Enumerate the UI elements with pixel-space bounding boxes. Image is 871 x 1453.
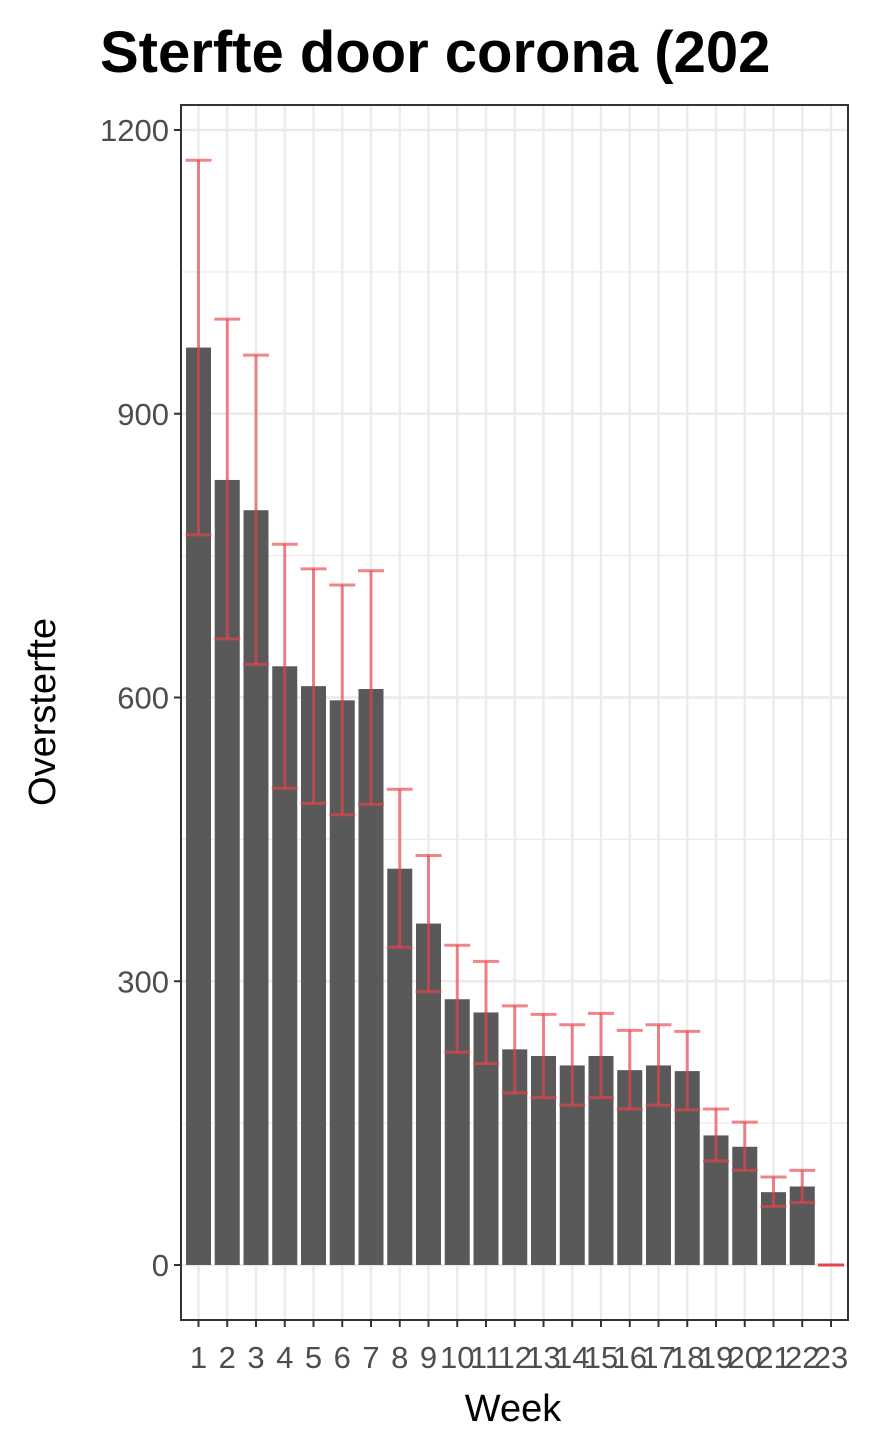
x-tick-label: 1 — [190, 1340, 207, 1375]
error-bar-week-4 — [271, 542, 298, 790]
error-bar-week-7 — [358, 569, 384, 806]
error-bar-week-20 — [731, 1120, 758, 1172]
y-tick-label: 300 — [117, 964, 169, 999]
x-tick-label: 16 — [613, 1340, 647, 1375]
y-tick-label: 900 — [117, 397, 169, 432]
x-tick-label: 20 — [728, 1340, 762, 1375]
x-tick-label: 2 — [219, 1340, 236, 1375]
error-bar-week-13 — [530, 1012, 557, 1100]
x-tick-label: 21 — [756, 1340, 790, 1375]
x-tick-label: 3 — [247, 1340, 264, 1375]
y-tick-label: 0 — [152, 1248, 169, 1283]
error-bar-week-19 — [703, 1107, 729, 1163]
error-bar-week-10 — [444, 943, 471, 1054]
x-tick-label: 14 — [555, 1340, 589, 1375]
error-bar-week-16 — [616, 1028, 643, 1111]
x-tick-label: 12 — [498, 1340, 532, 1375]
error-bar-week-22 — [789, 1168, 816, 1205]
x-tick-label: 9 — [420, 1340, 437, 1375]
error-bar-week-8 — [386, 787, 413, 949]
x-tick-label: 6 — [334, 1340, 351, 1375]
chart-title: Sterfte door corona (202 — [100, 20, 770, 85]
x-tick-label: 11 — [470, 1340, 502, 1375]
x-tick-label: 7 — [362, 1340, 379, 1375]
x-tick-label: 23 — [814, 1340, 848, 1375]
x-axis-title: Week — [465, 1388, 562, 1430]
x-tick-label: 4 — [276, 1340, 293, 1375]
y-tick-label: 600 — [117, 681, 169, 716]
x-tick-label: 5 — [305, 1340, 322, 1375]
error-bar-week-18 — [674, 1029, 701, 1112]
error-bar-week-15 — [588, 1011, 614, 1100]
error-bar-week-1 — [185, 158, 212, 537]
error-bar-week-6 — [329, 583, 356, 817]
error-bar-week-3 — [243, 353, 269, 666]
y-tick-label: 1200 — [100, 113, 169, 148]
x-tick-label: 19 — [699, 1340, 733, 1375]
y-axis: 0 300 600 900 1200 — [100, 113, 181, 1283]
y-axis-title: Oversterfte — [22, 618, 64, 806]
error-bar-week-21 — [760, 1175, 787, 1208]
x-tick-label: 17 — [641, 1340, 675, 1375]
x-tick-label: 15 — [584, 1340, 618, 1375]
x-tick-label: 8 — [391, 1340, 408, 1375]
error-bar-week-5 — [300, 567, 327, 805]
error-bar-week-2 — [214, 317, 241, 641]
error-bar-week-12 — [501, 1004, 528, 1095]
x-tick-label: 22 — [785, 1340, 819, 1375]
error-bar-week-11 — [473, 959, 499, 1066]
x-tick-label: 18 — [670, 1340, 704, 1375]
error-bar-week-14 — [559, 1023, 586, 1107]
x-tick-label: 10 — [440, 1340, 474, 1375]
error-bar-week-17 — [645, 1023, 672, 1107]
x-tick-label: 13 — [526, 1340, 560, 1375]
error-bars — [185, 158, 844, 1267]
error-bar-week-9 — [415, 853, 442, 994]
